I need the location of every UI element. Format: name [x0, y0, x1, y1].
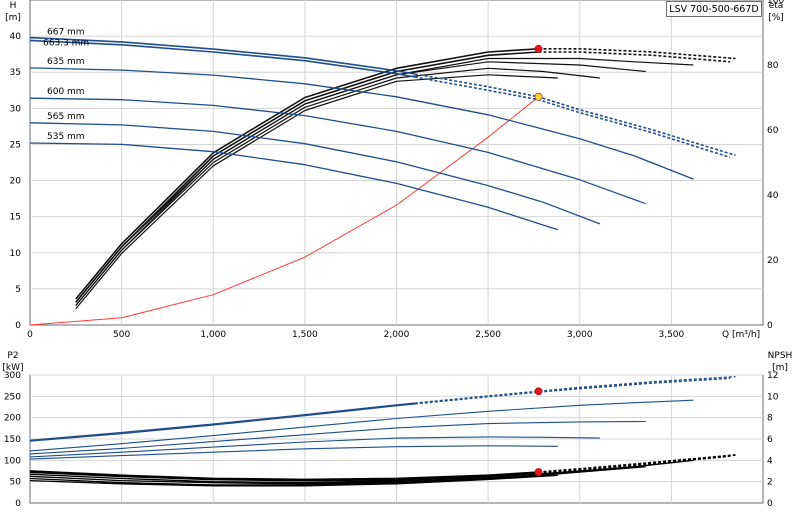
head-curve: [29, 39, 415, 78]
npsh-axis-tick-label: 4: [767, 456, 773, 466]
head-axis-unit: [m]: [5, 13, 21, 23]
power-axis-tick-label: 200: [4, 414, 21, 424]
npsh-axis-unit: [m]: [772, 363, 788, 373]
head-curve: [29, 67, 694, 180]
head-curve-label: 565 mm: [47, 112, 85, 122]
duty-point-head: [534, 92, 543, 101]
head-axis-tick-label: 10: [10, 249, 22, 259]
npsh-axis-tick-label: 8: [767, 414, 773, 424]
flow-axis-tick-label: 3,000: [567, 330, 593, 340]
duty-point-npsh: [534, 468, 543, 476]
head-axis-title: H: [10, 1, 17, 11]
head-curve: [29, 97, 646, 205]
npsh-curve: [29, 470, 539, 481]
head-curve-label: 667 mm: [47, 28, 85, 38]
duty-point-power: [534, 387, 543, 396]
npsh-curve: [29, 459, 694, 484]
eta-axis-tick-label: 0: [767, 321, 773, 331]
power-curve: [29, 445, 558, 460]
eta-axis-title: eta: [769, 1, 784, 11]
power-curve: [29, 403, 415, 442]
npsh-axis-tick-label: 2: [767, 478, 773, 488]
power-axis-tick-label: 300: [4, 371, 21, 381]
flow-axis-tick-label: 3,500: [658, 330, 684, 340]
head-axis-tick-label: 40: [10, 32, 22, 42]
power-axis-tick-label: 250: [4, 392, 21, 402]
npsh-axis-tick-label: 10: [767, 392, 779, 402]
duty-point-efficiency: [534, 44, 543, 53]
head-axis-tick-label: 5: [15, 285, 21, 295]
npsh-axis-tick-label: 6: [767, 435, 773, 445]
eta-axis-tick-label: 20: [767, 256, 779, 266]
npsh-axis-title: NPSH: [768, 351, 793, 361]
head-curve-label: 635 mm: [47, 57, 85, 67]
power-axis-tick-label: 50: [10, 478, 22, 488]
power-axis-tick-label: 150: [4, 435, 21, 445]
npsh-curve-extension: [538, 455, 731, 474]
npsh-axis-tick-label: 0: [767, 499, 773, 509]
head-axis-tick-label: 30: [10, 104, 22, 114]
head-curve-extension: [414, 73, 736, 157]
eta-curve-extension: [538, 51, 731, 63]
flow-axis-tick-label: 500: [113, 330, 130, 340]
system-curve: [29, 96, 539, 326]
npsh-curve: [29, 474, 558, 487]
head-axis-tick-label: 25: [10, 140, 21, 150]
power-curve-extension: [414, 377, 731, 405]
eta-axis-tick-label: 100: [767, 0, 784, 6]
eta-axis-tick-label: 80: [767, 61, 779, 71]
eta-axis-unit: [%]: [768, 13, 784, 23]
head-curve-extension: [414, 76, 731, 159]
eta-curve: [75, 67, 600, 306]
power-axis-tick-label: 100: [4, 456, 21, 466]
npsh-curve: [29, 469, 600, 486]
head-axis-tick-label: 35: [10, 68, 21, 78]
power-curve: [29, 436, 600, 458]
eta-axis-tick-label: 60: [767, 126, 779, 136]
head-curve-label: 535 mm: [47, 132, 85, 142]
flow-axis-tick-label: 1,500: [292, 330, 318, 340]
head-curve: [29, 36, 415, 75]
power-axis-unit: [kW]: [2, 363, 23, 373]
flow-axis-tick-label: 0: [27, 330, 33, 340]
flow-axis-tick-label: 2,000: [384, 330, 410, 340]
power-curve: [29, 402, 415, 441]
head-curve: [29, 142, 558, 231]
power-axis-title: P2: [7, 351, 18, 361]
power-curve: [29, 420, 646, 455]
npsh-axis-tick-label: 12: [767, 371, 778, 381]
power-curve: [29, 399, 694, 452]
eta-axis-tick-label: 40: [767, 191, 779, 201]
eta-curve: [75, 74, 558, 310]
head-axis-tick-label: 0: [15, 321, 21, 331]
flow-axis-tick-label: 2,500: [475, 330, 501, 340]
power-curve-extension: [414, 376, 736, 404]
head-axis-tick-label: 20: [10, 177, 22, 187]
eta-curve: [75, 48, 539, 300]
power-axis-tick-label: 0: [15, 499, 21, 509]
head-axis-tick-label: 15: [10, 213, 21, 223]
flow-axis-title: Q [m³/h]: [722, 330, 760, 340]
head-curve-label: 600 mm: [47, 87, 85, 97]
npsh-curve: [29, 471, 539, 482]
eta-curve-extension: [538, 48, 736, 60]
head-curve: [29, 122, 601, 225]
head-curve-label: 663.3 mm: [43, 38, 89, 48]
chart-title: LSV 700-500-667D: [666, 1, 762, 17]
flow-axis-tick-label: 1,000: [200, 330, 226, 340]
